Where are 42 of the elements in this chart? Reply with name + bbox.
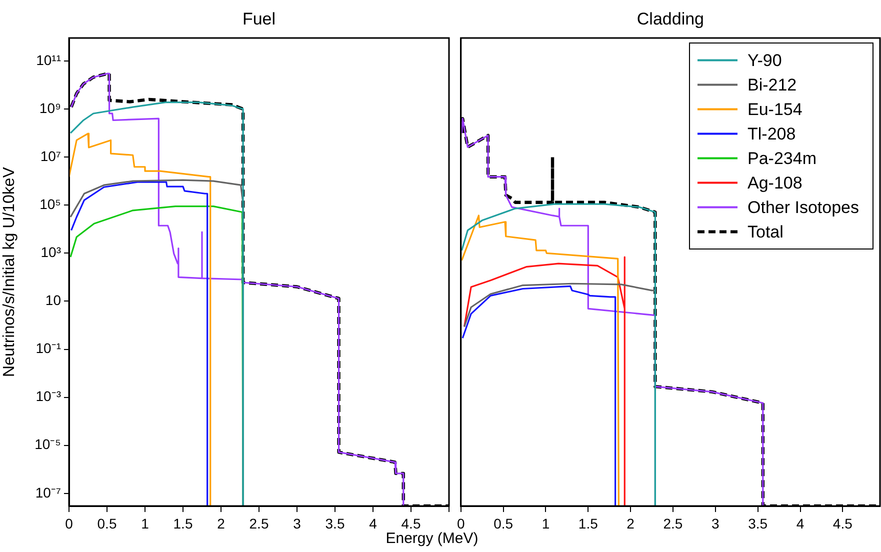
legend-label: Y-90 — [747, 50, 782, 70]
legend-label: Tl-208 — [747, 124, 796, 144]
x-tick-label: 3 — [712, 515, 720, 532]
legend-label: Bi-212 — [747, 75, 797, 94]
y-tick-label: 10⁻⁵ — [34, 436, 61, 452]
legend-label: Eu-154 — [747, 100, 802, 119]
x-tick-label: 0.5 — [97, 515, 117, 532]
legend-label: Total — [747, 222, 784, 242]
x-tick-label: 2 — [217, 515, 226, 532]
x-tick-label: 1.5 — [578, 515, 598, 532]
y-tick-label: 10³ — [40, 244, 62, 260]
x-tick-label: 1.5 — [173, 515, 193, 532]
x-tick-label: 0 — [456, 515, 465, 532]
legend-label: Pa-234m — [747, 148, 816, 168]
x-tick-label: 3.5 — [325, 515, 345, 532]
x-tick-label: 1 — [141, 515, 150, 532]
x-tick-label: 2.5 — [249, 515, 269, 532]
x-tick-label: 1 — [542, 515, 550, 532]
legend-label: Ag-108 — [747, 173, 802, 192]
x-tick-label: 4 — [369, 515, 378, 532]
x-tick-label: 3.5 — [748, 515, 768, 532]
x-tick-label: 4.5 — [401, 515, 421, 532]
x-tick-label: 3 — [293, 515, 302, 532]
x-axis-title: Energy (MeV) — [384, 530, 480, 547]
y-tick-label: 10⁻³ — [36, 388, 62, 404]
y-tick-label: 10⁷ — [40, 148, 61, 164]
chart-title: Cladding — [636, 10, 704, 29]
y-tick-label: 10 — [45, 292, 62, 308]
y-tick-label: 10⁻¹ — [36, 340, 62, 356]
legend-label: Other Isotopes — [747, 198, 860, 217]
y-tick-label: 10⁻⁷ — [35, 484, 61, 500]
x-tick-label: 4.5 — [832, 515, 853, 532]
x-tick-label: 2 — [626, 515, 635, 532]
x-tick-label: 0 — [65, 515, 74, 532]
y-tick-label: 10⁹ — [39, 100, 61, 116]
y-tick-label: 10⁵ — [40, 196, 61, 212]
x-tick-label: 2.5 — [663, 515, 683, 532]
y-axis-title: Neutrinos/s/Initial kg U/10keV — [1, 166, 18, 377]
y-tick-label: 10¹¹ — [36, 52, 62, 68]
x-tick-label: 0.5 — [494, 515, 514, 532]
x-tick-label: 4 — [796, 515, 804, 532]
chart-title: Fuel — [242, 10, 276, 29]
